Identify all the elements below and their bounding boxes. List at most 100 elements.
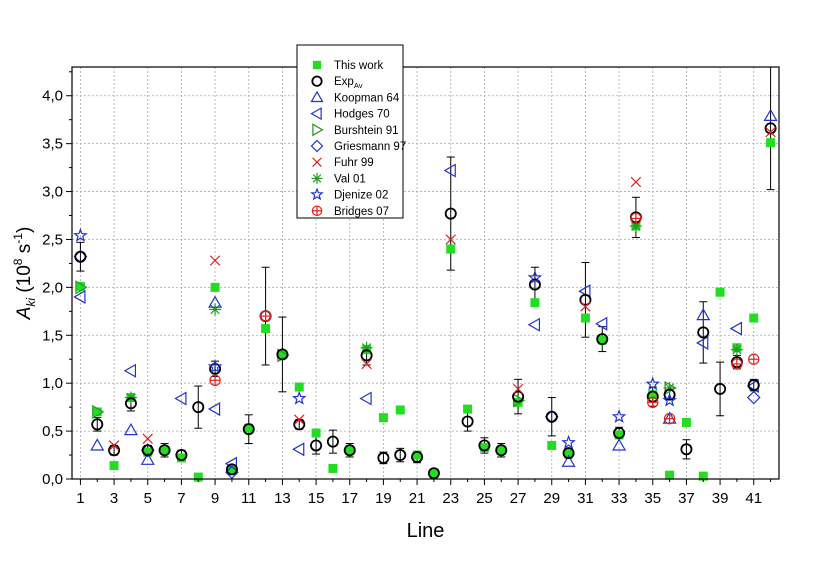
data-point-val-01 — [209, 303, 222, 316]
data-point-exp — [343, 444, 356, 457]
data-point-griesmann-97 — [225, 465, 239, 480]
data-point-exp — [411, 450, 424, 463]
y-axis-label-close: ) — [14, 227, 35, 233]
data-point-djenize-02 — [645, 376, 661, 391]
y-axis-label-exponent2: -1 — [11, 233, 25, 244]
legend-item: This work — [312, 60, 383, 72]
data-point-exp — [192, 401, 205, 414]
data-point-burshtein-91 — [92, 404, 105, 419]
x-tick-label: 3 — [110, 490, 118, 507]
data-point-fuhr-99 — [108, 440, 120, 451]
legend-item: Burshtein 91 — [312, 123, 399, 137]
legend-box — [296, 44, 404, 219]
y-tick-label: 1,5 — [42, 327, 63, 344]
data-point-exp — [158, 444, 171, 457]
x-tick-label: 27 — [510, 490, 527, 507]
data-point-this-work — [378, 413, 388, 423]
data-point-exp — [427, 467, 440, 480]
data-point-this-work — [429, 468, 439, 478]
data-point-this-work — [294, 382, 304, 392]
data-point-exp — [697, 326, 710, 339]
data-point-exp — [91, 418, 104, 431]
error-bar — [312, 436, 321, 455]
y-tick-label: 0,0 — [42, 471, 63, 488]
plot-frame — [71, 66, 780, 480]
data-point-this-work — [311, 428, 321, 438]
legend-item: Hodges 70 — [310, 107, 390, 121]
data-point-hodges-70 — [207, 402, 221, 417]
data-point-this-work — [261, 324, 271, 334]
data-point-hodges-70 — [123, 363, 137, 378]
data-point-this-work — [176, 453, 186, 463]
data-point-exp — [764, 122, 777, 135]
data-point-hodges-70 — [174, 391, 187, 406]
error-bar — [463, 411, 472, 432]
data-point-exp — [478, 439, 491, 452]
data-point-this-work — [227, 464, 237, 474]
data-point-exp — [276, 348, 289, 361]
data-point-fuhr-99 — [512, 383, 524, 395]
data-point-this-work — [75, 281, 85, 291]
axis-layer: 1 3 5 7 9 11 13 15 17 19 21 23 25 27 29 31 33 35 37 39 410,0… — [42, 71, 772, 507]
data-point-hodges-70 — [696, 335, 709, 350]
data-point-fuhr-99 — [580, 301, 591, 312]
data-point-exp — [225, 463, 238, 476]
legend-label: Griesmann 97 — [334, 141, 406, 153]
legend-label: ExpAv — [334, 76, 363, 90]
data-point-koopman-64 — [123, 422, 138, 436]
data-point-fuhr-99 — [294, 414, 305, 425]
x-tick-label: 11 — [241, 490, 257, 507]
y-axis-label-exponent1: 8 — [11, 258, 25, 265]
data-point-exp — [209, 362, 222, 375]
data-point-this-work — [193, 472, 203, 482]
data-point-this-work — [648, 390, 658, 400]
data-point-burshtein-91 — [75, 280, 88, 295]
x-axis-label: Line — [407, 520, 445, 542]
data-point-bridges-07 — [630, 212, 642, 225]
y-axis-label-power: (10 — [14, 265, 35, 298]
data-point-fuhr-99 — [361, 358, 372, 370]
x-tick-label: 15 — [308, 490, 325, 507]
data-point-this-work — [766, 138, 776, 148]
legend-marker — [312, 123, 324, 137]
error-bar — [766, 66, 775, 191]
y-axis-label: Aki (108 s-1) — [11, 227, 38, 321]
x-tick-label: 5 — [144, 490, 152, 507]
x-tick-label: 35 — [644, 490, 661, 507]
x-tick-label: 9 — [211, 490, 219, 507]
y-tick-label: 0,5 — [42, 423, 63, 440]
data-point-koopman-64 — [612, 438, 627, 451]
x-tick-label: 41 — [745, 490, 762, 507]
data-point-hodges-70 — [359, 391, 372, 406]
legend-item: Koopman 64 — [310, 90, 400, 104]
data-point-koopman-64 — [763, 108, 778, 121]
legend-marker — [310, 107, 322, 121]
legend-label: Djenize 02 — [334, 190, 388, 202]
error-bar — [76, 241, 85, 272]
data-point-this-work — [580, 313, 590, 323]
data-point-hodges-70 — [443, 163, 456, 178]
x-tick-label: 7 — [177, 490, 185, 507]
y-tick-label: 2,5 — [42, 231, 63, 248]
data-point-fuhr-99 — [142, 433, 153, 444]
data-point-exp — [747, 379, 760, 392]
y-tick-label: 1,0 — [42, 375, 63, 392]
data-point-exp — [444, 207, 457, 220]
data-point-exp — [326, 435, 339, 448]
data-point-val-01 — [730, 343, 743, 356]
grid-layer — [72, 67, 779, 479]
data-point-djenize-02 — [207, 359, 223, 374]
error-bar — [682, 439, 691, 460]
data-point-fuhr-99 — [209, 255, 221, 266]
y-axis-label-symbol: A — [14, 307, 35, 321]
data-point-exp — [562, 447, 575, 460]
data-point-this-work — [479, 442, 489, 452]
data-point-exp — [310, 439, 323, 452]
legend-item: Bridges 07 — [311, 205, 389, 218]
data-point-koopman-64 — [208, 295, 223, 308]
data-point-exp — [545, 410, 558, 423]
data-point-exp — [141, 444, 154, 457]
legend-marker — [311, 172, 323, 184]
data-point-exp — [461, 415, 474, 428]
